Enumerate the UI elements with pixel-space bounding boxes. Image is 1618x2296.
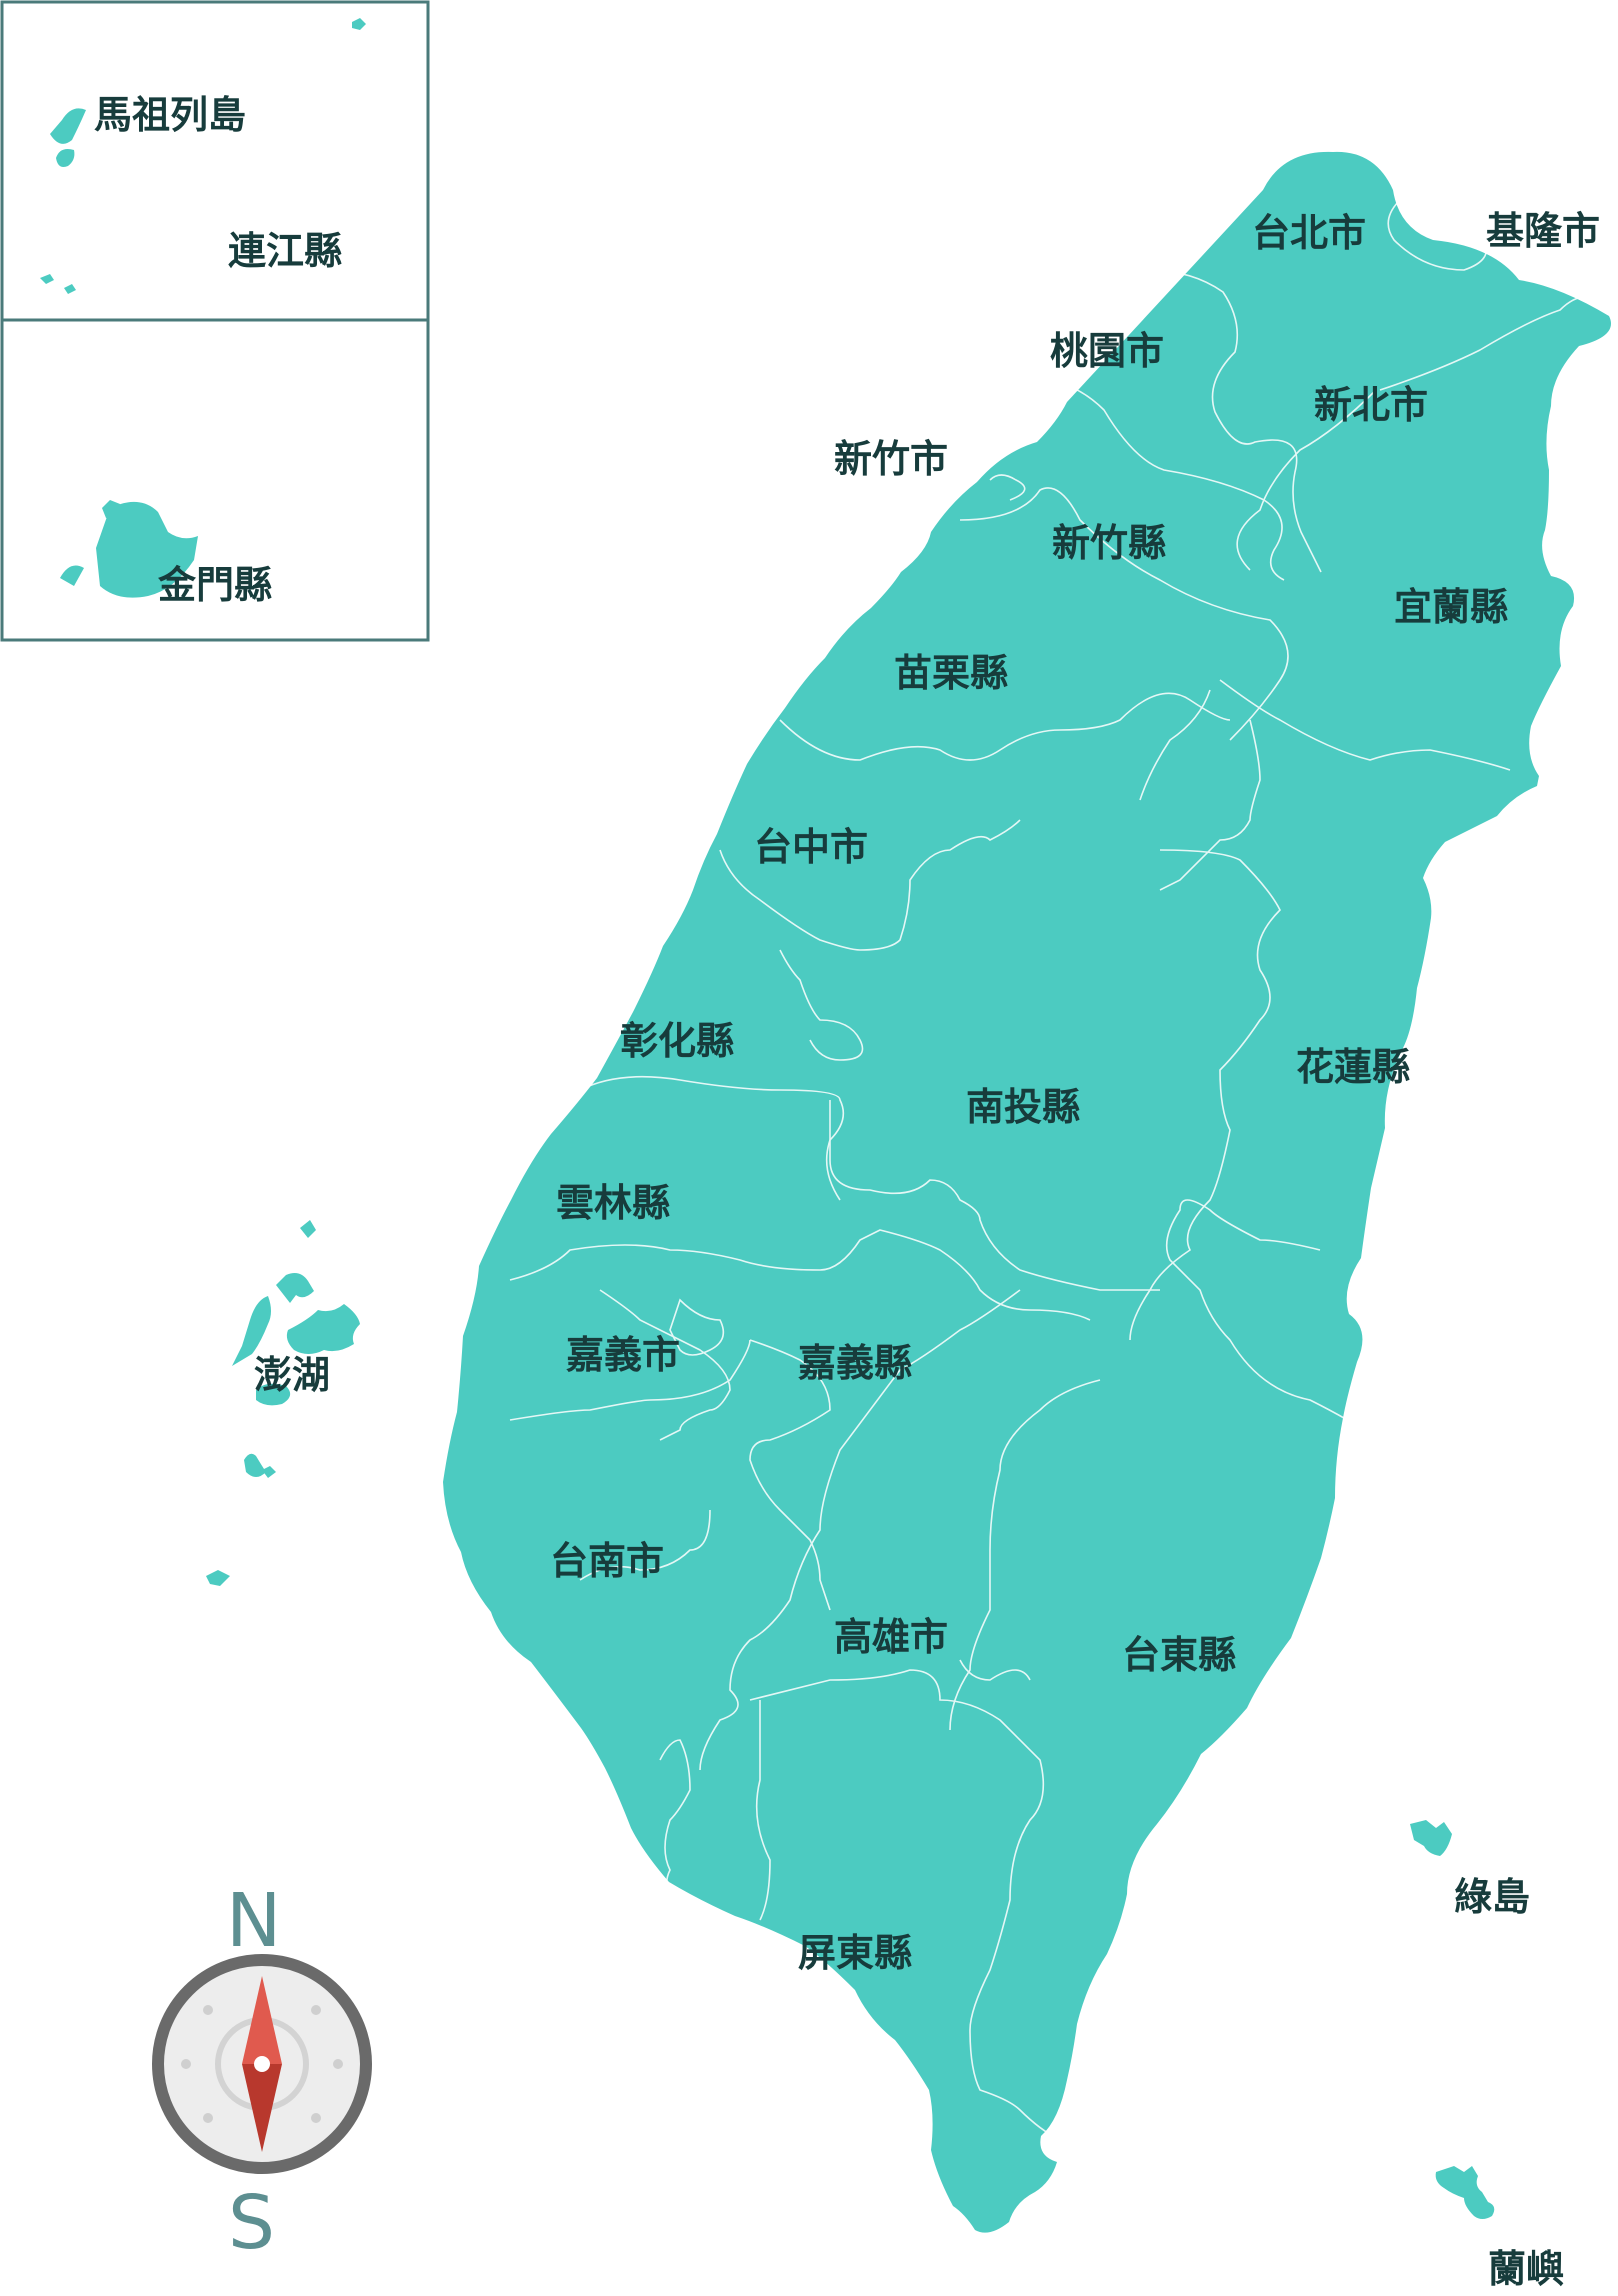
nantou-label: 南投縣 [966,1085,1080,1129]
changhua-label: 彰化縣 [620,1019,734,1063]
kaohsiung-label: 高雄市 [834,1615,948,1659]
lienchiang-county-label: 連江縣 [228,229,342,273]
compass-pivot [254,2056,270,2072]
taipei-label: 台北市 [1252,211,1366,255]
green-island [1410,1820,1452,1856]
tainan-label: 台南市 [550,1539,664,1583]
hsinchu-city-label: 新竹市 [834,437,948,481]
compass-south-label: S [228,2180,275,2266]
compass-dot [203,2005,213,2015]
compass-north-label: N [226,1878,281,1964]
compass: N S [152,1878,372,2266]
pingtung-label: 屏東縣 [798,1931,912,1975]
taichung-label: 台中市 [754,825,868,869]
newtaipei-label: 新北市 [1314,383,1428,427]
yunlin-label: 雲林縣 [556,1181,670,1225]
penghu-islands [206,1220,360,1586]
chiayi-county-label: 嘉義縣 [798,1341,912,1385]
county-borders [509,199,1601,2141]
kinmen-inset-frame [0,318,430,642]
green-island-label: 綠島 [1454,1875,1530,1919]
penghu-label: 澎湖 [254,1353,330,1397]
compass-dot [203,2113,213,2123]
orchid-island [1435,2166,1495,2219]
compass-dot [311,2113,321,2123]
taitung-label: 台東縣 [1122,1633,1236,1677]
kinmen-county-label: 金門縣 [157,563,272,607]
taoyuan-label: 桃園市 [1050,329,1164,373]
hsinchu-county-label: 新竹縣 [1052,521,1166,565]
matsu-islands [40,18,366,294]
yilan-label: 宜蘭縣 [1394,585,1508,629]
miaoli-label: 苗栗縣 [894,651,1008,695]
compass-dot [333,2059,343,2069]
hualien-label: 花蓮縣 [1296,1045,1410,1089]
chiayi-city-label: 嘉義市 [566,1333,680,1377]
compass-needle-north [242,1976,282,2064]
compass-needle-south [242,2064,282,2152]
kinmen-islands [60,500,198,598]
compass-dot [181,2059,191,2069]
keelung-label: 基隆市 [1486,209,1600,253]
matsu-islands-label: 馬祖列島 [94,93,246,137]
orchid-island-label: 蘭嶼 [1488,2247,1564,2291]
compass-dot [311,2005,321,2015]
